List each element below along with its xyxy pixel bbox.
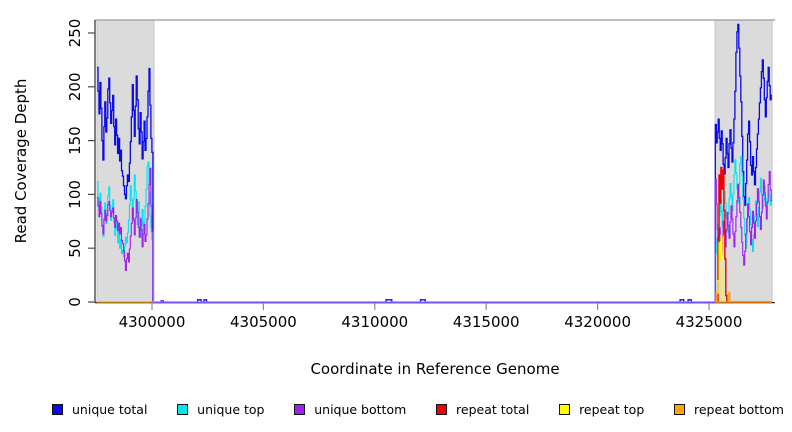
series-line-repeat-bottom [715, 291, 772, 303]
series-line-unique-top [97, 156, 773, 303]
legend-item-unique-top: unique top [177, 402, 264, 417]
legend-item-repeat-bottom: repeat bottom [674, 402, 784, 417]
y-tick-label: 150 [66, 126, 84, 155]
legend-item-repeat-top: repeat top [559, 402, 644, 417]
y-tick-label: 50 [66, 239, 84, 258]
legend-swatch-repeat-bottom [674, 403, 685, 415]
x-axis-title: Coordinate in Reference Genome [310, 360, 559, 378]
series-line-unique-bottom [97, 167, 773, 304]
legend-swatch-unique-top [177, 403, 189, 415]
series-line-unique-total [97, 23, 773, 303]
series-lines [97, 23, 773, 304]
y-tick-label: 100 [66, 180, 84, 209]
legend-item-repeat-total: repeat total [436, 402, 529, 417]
repeat-region-highlight [96, 19, 155, 304]
legend-swatch-repeat-top [559, 403, 571, 415]
y-tick-label: 0 [66, 297, 84, 307]
repeat-region-highlights [96, 19, 773, 304]
legend-item-unique-total: unique total [52, 402, 147, 417]
axis-ticks: 4300000 4305000 4310000 4315000 4320000 43250… [66, 19, 742, 331]
x-tick-label: 4315000 [453, 313, 520, 331]
legend-swatch-repeat-total [436, 403, 448, 415]
legend-item-unique-bottom: unique bottom [294, 402, 406, 417]
legend: unique total unique top unique bottom repea… [0, 397, 792, 421]
legend-label: repeat total [456, 401, 530, 417]
axes [94, 19, 775, 304]
legend-label: repeat bottom [694, 401, 784, 417]
legend-label: unique top [197, 401, 265, 417]
y-tick-label: 250 [66, 19, 84, 48]
x-tick-label: 4325000 [676, 313, 743, 331]
legend-swatch-unique-bottom [294, 403, 306, 415]
x-tick-label: 4305000 [230, 313, 297, 331]
legend-label: repeat top [579, 401, 645, 417]
x-tick-label: 4300000 [119, 313, 186, 331]
x-tick-label: 4310000 [341, 313, 408, 331]
legend-swatch-unique-total [52, 403, 63, 415]
plot-area: 4300000 4305000 4310000 4315000 4320000 43250… [12, 19, 775, 378]
x-tick-label: 4320000 [564, 313, 631, 331]
legend-label: unique total [72, 401, 148, 417]
y-tick-label: 200 [66, 72, 84, 101]
legend-label: unique bottom [314, 401, 407, 417]
y-axis-title: Read Coverage Depth [12, 79, 30, 244]
